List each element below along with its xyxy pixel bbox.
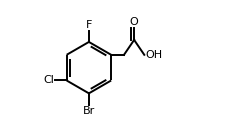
Text: Cl: Cl xyxy=(44,75,54,86)
Text: Br: Br xyxy=(83,106,95,116)
Text: F: F xyxy=(86,20,92,30)
Text: O: O xyxy=(130,17,138,27)
Text: OH: OH xyxy=(146,51,163,60)
